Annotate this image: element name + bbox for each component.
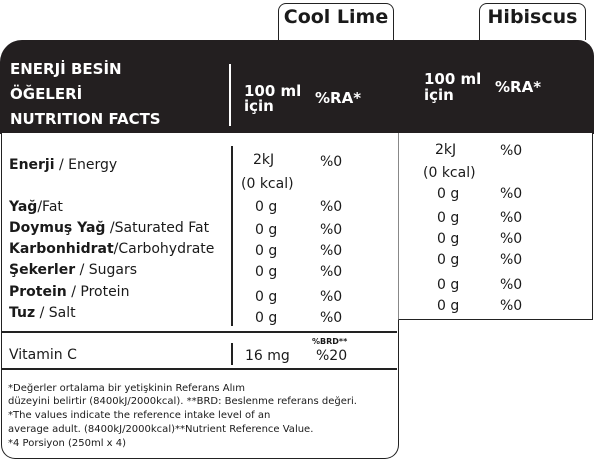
hibiscus-energy-ra: %0: [500, 143, 523, 159]
row-protein-label: Protein / Protein: [9, 284, 130, 300]
vitamin-rule-bottom: [1, 368, 397, 370]
hibiscus-panel: [398, 133, 593, 320]
header-per100-b-line-2: için: [424, 86, 454, 104]
header-ra-b: %RA*: [495, 78, 542, 96]
row-energy-label: Enerji / Energy: [9, 157, 118, 173]
cool-lime-carbohydrate: 0 g: [255, 243, 278, 259]
cool-lime-saturated-fat: 0 g: [255, 222, 278, 238]
hibiscus-saturated-fat: 0 g: [437, 210, 460, 226]
brd-label: %BRD**: [312, 337, 348, 346]
cool-lime-sugars-ra: %0: [320, 264, 343, 280]
cool-lime-fat-ra: %0: [320, 199, 343, 215]
header-divider: [229, 64, 231, 126]
hibiscus-carbohydrate: 0 g: [437, 231, 460, 247]
footnote-line-4: average adult. (8400kJ/2000kcal)**Nutrie…: [8, 424, 314, 435]
hibiscus-energy-kcal: (0 kcal): [423, 165, 476, 181]
nutrition-header: [0, 40, 594, 134]
hibiscus-carbohydrate-ra: %0: [500, 231, 523, 247]
header-title-line-2: ÖĞELERİ: [10, 85, 83, 103]
footnote-line-2: düzeyini belirtir (8400kJ/2000kcal). **B…: [8, 396, 357, 407]
hibiscus-sugars-ra: %0: [500, 252, 523, 268]
tab-cool-lime: Cool Lime: [278, 3, 394, 40]
cool-lime-fat: 0 g: [255, 199, 278, 215]
header-title-line-3: NUTRITION FACTS: [10, 110, 161, 128]
vitamin-c-brd: %20: [316, 348, 348, 364]
hibiscus-protein: 0 g: [437, 277, 460, 293]
hibiscus-saturated-fat-ra: %0: [500, 210, 523, 226]
vitamin-rule-top: [1, 331, 397, 333]
vitamin-c-label: Vitamin C: [9, 347, 77, 363]
footnote-line-5: *4 Porsiyon (250ml x 4): [8, 438, 127, 449]
cool-lime-protein-ra: %0: [320, 289, 343, 305]
column-divider: [231, 146, 233, 326]
hibiscus-fat-ra: %0: [500, 186, 523, 202]
cool-lime-salt: 0 g: [255, 310, 278, 326]
footnote-line-1: *Değerler ortalama bir yetişkinin Refera…: [8, 383, 245, 394]
header-per100-b-line-1: 100 ml: [424, 70, 482, 88]
hibiscus-salt-ra: %0: [500, 298, 523, 314]
header-title-line-1: ENERJİ BESİN: [10, 60, 122, 78]
header-per100-line-2: için: [244, 97, 274, 115]
row-fat-label: Yağ/Fat: [9, 199, 63, 215]
vitamin-c-value: 16 mg: [245, 348, 290, 364]
header-ra: %RA*: [315, 89, 362, 107]
hibiscus-salt: 0 g: [437, 298, 460, 314]
cool-lime-sugars: 0 g: [255, 264, 278, 280]
row-saturated-fat-label: Doymuş Yağ /Saturated Fat: [9, 220, 210, 236]
footnote-line-3: *The values indicate the reference intak…: [8, 410, 271, 421]
hibiscus-sugars: 0 g: [437, 252, 460, 268]
header-per100-line-1: 100 ml: [244, 82, 302, 100]
hibiscus-energy-kj: 2kJ: [435, 142, 457, 158]
row-sugars-label: Şekerler / Sugars: [9, 262, 138, 278]
cool-lime-energy-kj: 2kJ: [253, 152, 275, 168]
cool-lime-salt-ra: %0: [320, 310, 343, 326]
vitamin-column-divider: [231, 343, 233, 365]
row-carbohydrate-label: Karbonhidrat/Carbohydrate: [9, 241, 215, 257]
cool-lime-panel: [1, 133, 399, 459]
cool-lime-energy-kcal: (0 kcal): [241, 176, 294, 192]
cool-lime-energy-ra: %0: [320, 154, 343, 170]
cool-lime-saturated-fat-ra: %0: [320, 222, 343, 238]
cool-lime-carbohydrate-ra: %0: [320, 243, 343, 259]
row-salt-label: Tuz / Salt: [9, 305, 76, 321]
tab-hibiscus: Hibiscus: [479, 3, 586, 40]
cool-lime-protein: 0 g: [255, 289, 278, 305]
hibiscus-protein-ra: %0: [500, 277, 523, 293]
hibiscus-fat: 0 g: [437, 186, 460, 202]
